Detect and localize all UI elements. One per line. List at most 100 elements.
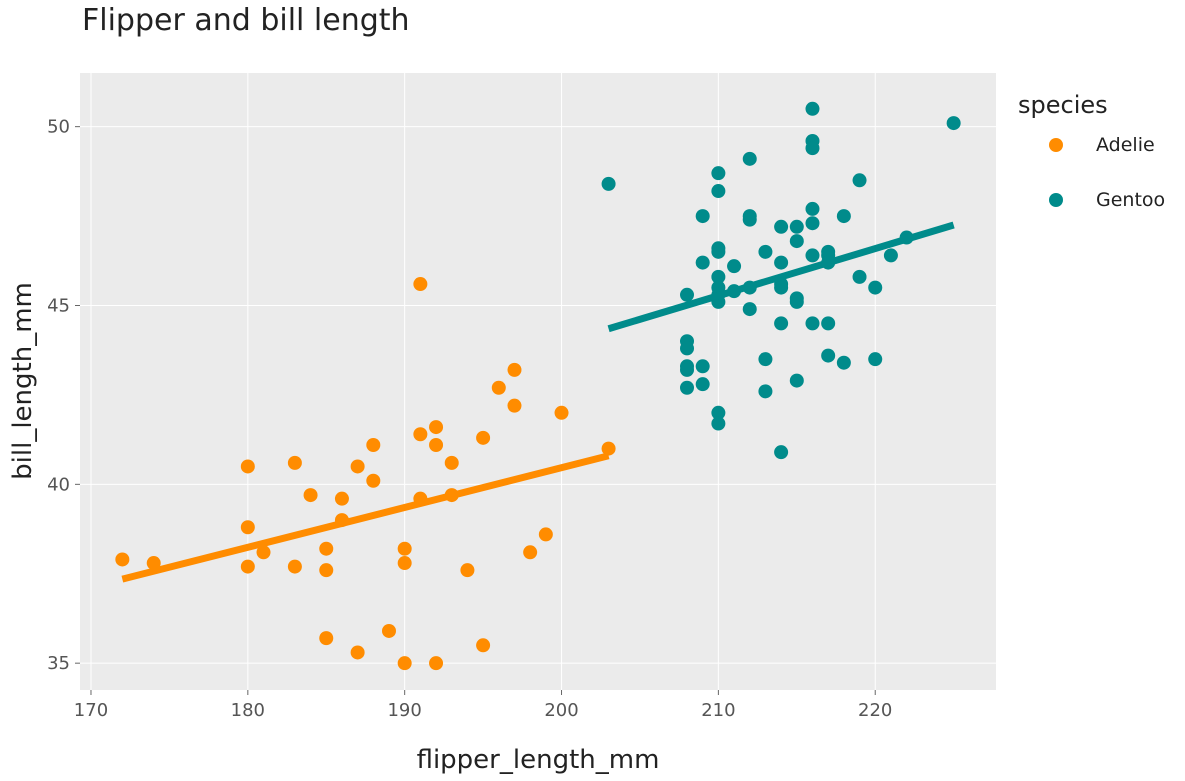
legend-swatch-adelie <box>1049 138 1063 152</box>
data-point-adelie <box>476 430 491 445</box>
x-tick-label: 170 <box>74 700 108 721</box>
data-point-gentoo <box>742 302 757 317</box>
data-point-gentoo <box>805 101 820 116</box>
data-point-gentoo <box>680 341 695 356</box>
axis-ticks: 170 180 190 200 210 220 35 40 45 50 <box>47 117 892 721</box>
data-point-adelie <box>397 656 412 671</box>
data-point-adelie <box>397 541 412 556</box>
data-point-gentoo <box>695 209 710 224</box>
data-point-gentoo <box>789 234 804 249</box>
data-point-adelie <box>319 541 334 556</box>
y-tick-label: 50 <box>47 117 70 138</box>
data-point-gentoo <box>774 280 789 295</box>
data-point-gentoo <box>868 280 883 295</box>
data-point-gentoo <box>742 212 757 227</box>
trend-line-adelie <box>121 452 610 583</box>
data-point-adelie <box>554 405 569 420</box>
data-point-gentoo <box>805 248 820 263</box>
data-point-adelie <box>287 455 302 470</box>
data-point-gentoo <box>680 362 695 377</box>
data-series <box>115 101 961 671</box>
data-point-adelie <box>381 623 396 638</box>
data-point-gentoo <box>774 445 789 460</box>
data-point-gentoo <box>680 380 695 395</box>
data-point-adelie <box>460 563 475 578</box>
x-axis-title: flipper_length_mm <box>417 745 660 775</box>
legend-title: species <box>1018 91 1108 119</box>
data-point-gentoo <box>852 269 867 284</box>
data-point-gentoo <box>774 219 789 234</box>
x-tick-label: 190 <box>387 700 421 721</box>
series-gentoo <box>601 101 961 460</box>
data-point-gentoo <box>836 355 851 370</box>
data-point-gentoo <box>805 316 820 331</box>
data-point-gentoo <box>711 166 726 181</box>
data-point-gentoo <box>789 373 804 388</box>
data-point-gentoo <box>711 269 726 284</box>
data-point-adelie <box>601 441 616 456</box>
data-point-gentoo <box>789 294 804 309</box>
data-point-gentoo <box>758 244 773 259</box>
data-point-adelie <box>429 420 444 435</box>
data-point-gentoo <box>601 176 616 191</box>
y-tick-label: 45 <box>47 295 70 316</box>
data-point-adelie <box>303 488 318 503</box>
data-point-adelie <box>287 559 302 574</box>
data-point-adelie <box>256 545 271 560</box>
data-point-adelie <box>413 427 428 442</box>
data-point-gentoo <box>868 352 883 367</box>
data-point-gentoo <box>758 384 773 399</box>
data-point-gentoo <box>711 416 726 431</box>
data-point-gentoo <box>946 116 961 131</box>
series-adelie <box>115 277 616 671</box>
data-point-adelie <box>240 520 255 535</box>
data-point-gentoo <box>852 173 867 188</box>
data-point-gentoo <box>758 352 773 367</box>
data-point-gentoo <box>680 287 695 302</box>
data-point-gentoo <box>727 259 742 274</box>
data-point-gentoo <box>836 209 851 224</box>
data-point-adelie <box>429 656 444 671</box>
data-point-adelie <box>319 631 334 646</box>
legend-label-gentoo: Gentoo <box>1096 189 1165 211</box>
x-tick-label: 210 <box>701 700 735 721</box>
data-point-adelie <box>350 459 365 474</box>
data-point-adelie <box>334 491 349 506</box>
data-point-adelie <box>429 437 444 452</box>
data-point-gentoo <box>805 216 820 231</box>
data-point-gentoo <box>711 184 726 199</box>
data-point-adelie <box>115 552 130 567</box>
data-point-gentoo <box>821 316 836 331</box>
data-point-adelie <box>366 473 381 488</box>
data-point-gentoo <box>774 255 789 270</box>
legend-label-adelie: Adelie <box>1096 134 1155 156</box>
data-point-adelie <box>397 556 412 571</box>
data-point-adelie <box>507 362 522 377</box>
y-tick-label: 40 <box>47 474 70 495</box>
data-point-adelie <box>146 556 161 571</box>
x-tick-label: 200 <box>544 700 578 721</box>
data-point-adelie <box>350 645 365 660</box>
data-point-adelie <box>523 545 538 560</box>
legend-swatch-gentoo <box>1049 193 1063 207</box>
x-tick-label: 180 <box>231 700 265 721</box>
plot-panel <box>80 73 996 690</box>
legend: species Adelie Gentoo <box>1018 91 1165 211</box>
data-point-gentoo <box>883 248 898 263</box>
data-point-gentoo <box>805 201 820 216</box>
data-point-gentoo <box>695 359 710 374</box>
trend-line-gentoo <box>607 221 955 333</box>
chart-title: Flipper and bill length <box>82 3 410 38</box>
data-point-adelie <box>444 455 459 470</box>
data-point-adelie <box>240 559 255 574</box>
data-point-gentoo <box>711 244 726 259</box>
data-point-adelie <box>319 563 334 578</box>
data-point-gentoo <box>821 348 836 363</box>
data-point-gentoo <box>774 316 789 331</box>
data-point-gentoo <box>789 219 804 234</box>
data-point-adelie <box>366 437 381 452</box>
data-point-adelie <box>507 398 522 413</box>
grid-lines <box>80 73 996 690</box>
data-point-gentoo <box>695 377 710 392</box>
data-point-gentoo <box>805 141 820 156</box>
